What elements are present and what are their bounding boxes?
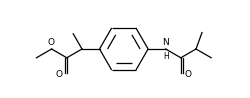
Text: N: N [162, 38, 168, 47]
Text: H: H [162, 52, 168, 61]
Text: O: O [184, 70, 191, 79]
Text: O: O [56, 70, 62, 79]
Text: O: O [47, 38, 54, 47]
